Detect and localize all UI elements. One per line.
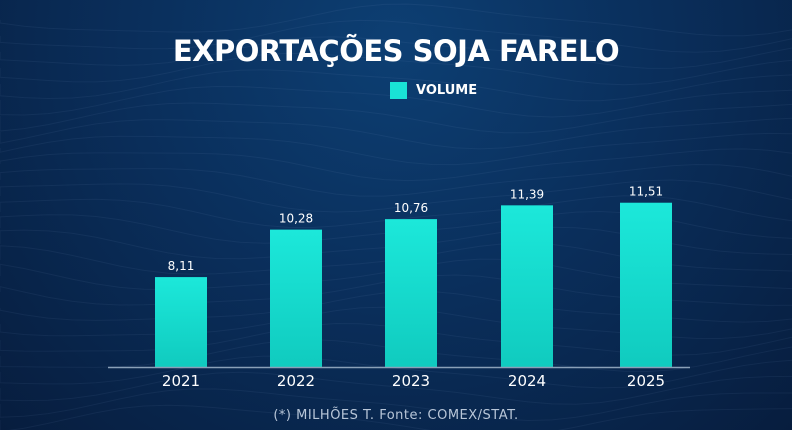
- wave-line: [0, 85, 792, 118]
- wave-line: [0, 117, 792, 150]
- wave-line: [0, 404, 792, 430]
- x-tick-label: 2022: [277, 372, 315, 390]
- wave-line: [0, 52, 792, 86]
- wave-line: [0, 179, 792, 213]
- bar-2025: [620, 202, 672, 367]
- bar-2023: [385, 219, 437, 367]
- data-label: 8,11: [168, 259, 195, 273]
- data-label: 10,76: [394, 201, 428, 215]
- footnote-source: (*) MILHÕES T. Fonte: COMEX/STAT.: [273, 408, 519, 423]
- data-label: 11,51: [629, 185, 663, 199]
- wave-line: [0, 163, 792, 197]
- wave-line: [0, 3, 792, 37]
- data-label: 11,39: [510, 187, 544, 201]
- wave-line: [0, 102, 792, 134]
- x-tick-label: 2023: [392, 372, 430, 390]
- wave-line: [0, 371, 792, 405]
- legend: VOLUME: [390, 82, 477, 99]
- legend-label: VOLUME: [416, 83, 478, 98]
- legend-swatch: [390, 82, 407, 99]
- wave-line: [0, 388, 792, 422]
- bar-2022: [270, 229, 322, 367]
- x-tick-label: 2025: [627, 372, 665, 390]
- data-label: 10,28: [279, 212, 313, 226]
- wave-line: [0, 19, 792, 53]
- wave-line: [0, 148, 792, 182]
- wave-line: [0, 69, 792, 102]
- chart-title: EXPORTAÇÕES SOJA FARELO: [172, 34, 620, 68]
- wave-line: [0, 195, 792, 229]
- x-tick-label: 2024: [508, 372, 546, 390]
- bar-2024: [501, 205, 553, 367]
- wave-line: [0, 132, 792, 166]
- x-tick-label: 2021: [162, 372, 200, 390]
- wave-line: [0, 36, 792, 69]
- bar-2021: [155, 277, 207, 367]
